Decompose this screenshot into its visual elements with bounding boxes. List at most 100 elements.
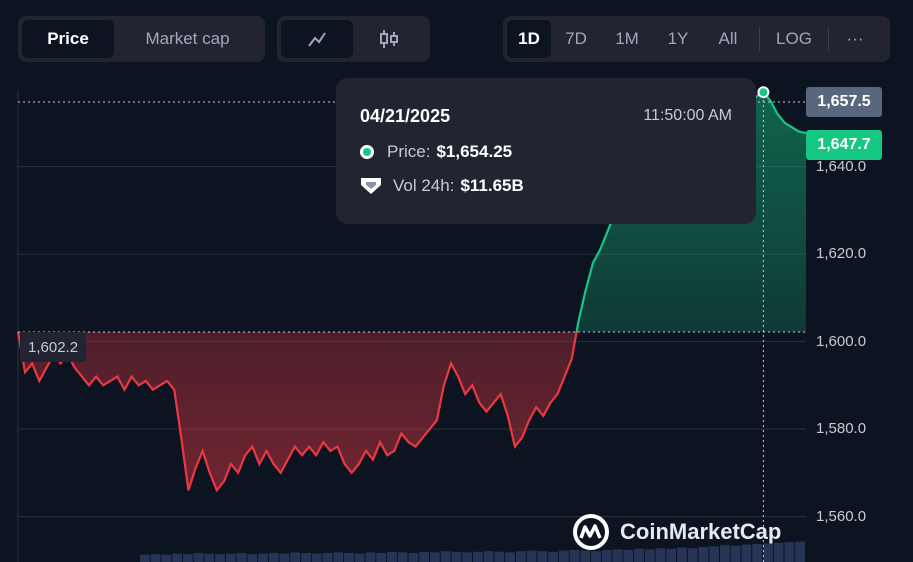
toolbar-divider [828, 27, 829, 51]
log-scale-button[interactable]: LOG [776, 29, 812, 48]
hover-point [757, 86, 770, 99]
line-chart-button[interactable] [281, 20, 353, 58]
volume-bar [344, 553, 354, 562]
volume-bar [655, 548, 666, 562]
price-tab[interactable]: Price [22, 20, 114, 58]
volume-bar [279, 553, 290, 562]
volume-bar [440, 551, 451, 562]
volume-bar [709, 546, 720, 562]
volume-bar [150, 554, 161, 562]
volume-bar [268, 553, 279, 562]
volume-bar [687, 548, 698, 562]
volume-bar [462, 552, 472, 562]
market-cap-tab[interactable]: Market cap [145, 29, 230, 48]
coinmarketcap-watermark: CoinMarketCap [572, 513, 781, 551]
area-above-baseline [18, 92, 806, 332]
volume-bar [795, 541, 805, 562]
candlestick-icon [380, 30, 398, 48]
tooltip-volume-value: $11.65B [460, 176, 524, 195]
line-chart-icon [308, 32, 326, 47]
volume-bar [537, 551, 548, 562]
volume-bar [784, 542, 795, 562]
volume-bar [505, 552, 515, 562]
y-tick-label: 1,580.0 [816, 420, 867, 438]
y-tick-label: 1,640.0 [816, 157, 867, 175]
tooltip-time: 11:50:00 AM [643, 107, 732, 124]
volume-bar [741, 544, 752, 562]
volume-bar [258, 553, 268, 562]
volume-bar [172, 553, 182, 562]
volume-bar [677, 547, 687, 562]
volume-bar [365, 552, 376, 562]
chart-type-toggle [277, 16, 430, 62]
y-tick-label: 1,620.0 [816, 245, 867, 263]
range-1y[interactable]: 1Y [667, 29, 689, 48]
area-below-baseline [18, 331, 577, 491]
volume-bar [558, 550, 569, 562]
volume-bar [548, 551, 558, 562]
volume-bar [161, 554, 172, 562]
volume-bar [483, 551, 494, 562]
volume-bar [591, 551, 601, 562]
volume-bar [666, 548, 677, 562]
toolbar-divider [759, 27, 760, 51]
tooltip-volume-label: Vol 24h: [393, 176, 455, 195]
volume-bar [387, 551, 397, 562]
tooltip-date: 04/21/2025 [360, 106, 451, 126]
line-below-baseline [16, 331, 578, 493]
range-1m[interactable]: 1M [615, 29, 639, 48]
volume-bar [333, 552, 344, 562]
hover-price-badge: 1,657.5 [806, 87, 882, 117]
volume-bar [720, 545, 730, 562]
current-price-badge: 1,647.7 [806, 130, 882, 160]
price-area [18, 92, 806, 491]
volume-bar [580, 550, 591, 562]
open-price-label: 1,602.2 [20, 332, 87, 362]
volume-bar [301, 553, 311, 562]
price-dot-icon [360, 145, 374, 159]
volume-bar [612, 549, 623, 562]
volume-bar [225, 553, 236, 562]
volume-bar [397, 552, 408, 562]
volume-bar [763, 543, 773, 562]
range-7d[interactable]: 7D [565, 29, 587, 48]
volume-bar [526, 550, 537, 562]
volume-bar [311, 553, 322, 562]
volume-bars [140, 541, 805, 562]
volume-bar [408, 553, 419, 562]
y-tick-label: 1,560.0 [816, 507, 867, 525]
volume-bar [322, 553, 333, 562]
tooltip-price-row: Price: $1,654.25 [360, 142, 512, 162]
coinmarketcap-logo-icon [573, 514, 609, 550]
range-all[interactable]: All [718, 29, 738, 48]
volume-bar [419, 551, 430, 562]
tooltip-price-value: $1,654.25 [436, 142, 513, 161]
tooltip-price-label: Price: [387, 142, 431, 161]
volume-bar [634, 548, 644, 562]
range-1d[interactable]: 1D [507, 20, 551, 58]
volume-bar [376, 553, 387, 562]
y-tick-label: 1,600.0 [816, 332, 867, 350]
volume-bar [473, 551, 483, 562]
tooltip-volume-row: Vol 24h: $11.65B [360, 176, 524, 196]
volume-bar [430, 552, 440, 562]
volume-bar [569, 550, 580, 562]
range-toggle: 1D 7D 1M 1Y All LOG ··· [503, 16, 890, 62]
volume-bar [247, 554, 258, 562]
volume-bar [601, 550, 612, 562]
volume-bar [623, 550, 634, 562]
volume-bar [698, 547, 709, 562]
watermark-text: CoinMarketCap [620, 519, 782, 544]
candlestick-button[interactable] [353, 20, 425, 58]
volume-bar [354, 553, 365, 562]
volume-shield-icon [361, 178, 381, 194]
metric-toggle: Price Market cap [18, 16, 265, 62]
volume-bar [730, 545, 741, 562]
volume-bar [236, 553, 247, 562]
more-options-button[interactable]: ··· [846, 29, 864, 48]
volume-bar [140, 554, 150, 562]
volume-bar [644, 549, 655, 562]
volume-bar [515, 551, 526, 562]
chart-tooltip: 04/21/2025 11:50:00 AM Price: $1,654.25 … [336, 78, 756, 224]
